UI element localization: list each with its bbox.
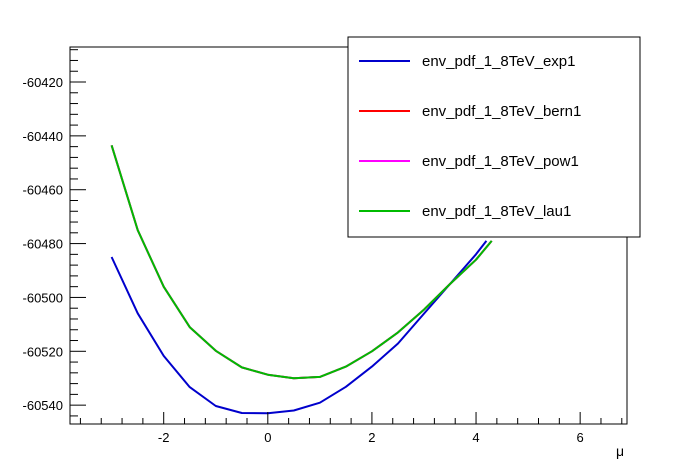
legend-label: env_pdf_1_8TeV_pow1	[422, 153, 579, 170]
x-tick-label: 6	[577, 430, 584, 445]
y-tick-label: -60500	[23, 290, 63, 305]
legend-label: env_pdf_1_8TeV_bern1	[422, 103, 581, 120]
y-axis: -60420 -60440 -60460 -60480 -60500 -60520 -605…	[23, 49, 86, 417]
y-tick-label: -60440	[23, 129, 63, 144]
series-lines	[110, 145, 493, 415]
y-tick-label: -60520	[23, 344, 63, 359]
y-tick-label: -60540	[23, 398, 63, 413]
x-tick-label: 4	[472, 430, 479, 445]
y-tick-label: -60420	[23, 75, 63, 90]
legend-label: env_pdf_1_8TeV_lau1	[422, 203, 571, 220]
x-tick-label: 2	[368, 430, 375, 445]
x-axis-label: μ	[616, 443, 624, 459]
series-line-4	[110, 145, 493, 380]
y-tick-label: -60460	[23, 183, 63, 198]
series-line-1	[110, 240, 488, 415]
x-tick-label: 0	[264, 430, 271, 445]
legend-box	[347, 36, 641, 238]
y-tick-label: -60480	[23, 237, 63, 252]
x-axis: -2 0 2 4 6	[79, 412, 623, 445]
x-tick-label: -2	[158, 430, 170, 445]
legend: env_pdf_1_8TeV_exp1 env_pdf_1_8TeV_bern1e…	[347, 36, 641, 238]
legend-label: env_pdf_1_8TeV_exp1	[422, 53, 575, 70]
